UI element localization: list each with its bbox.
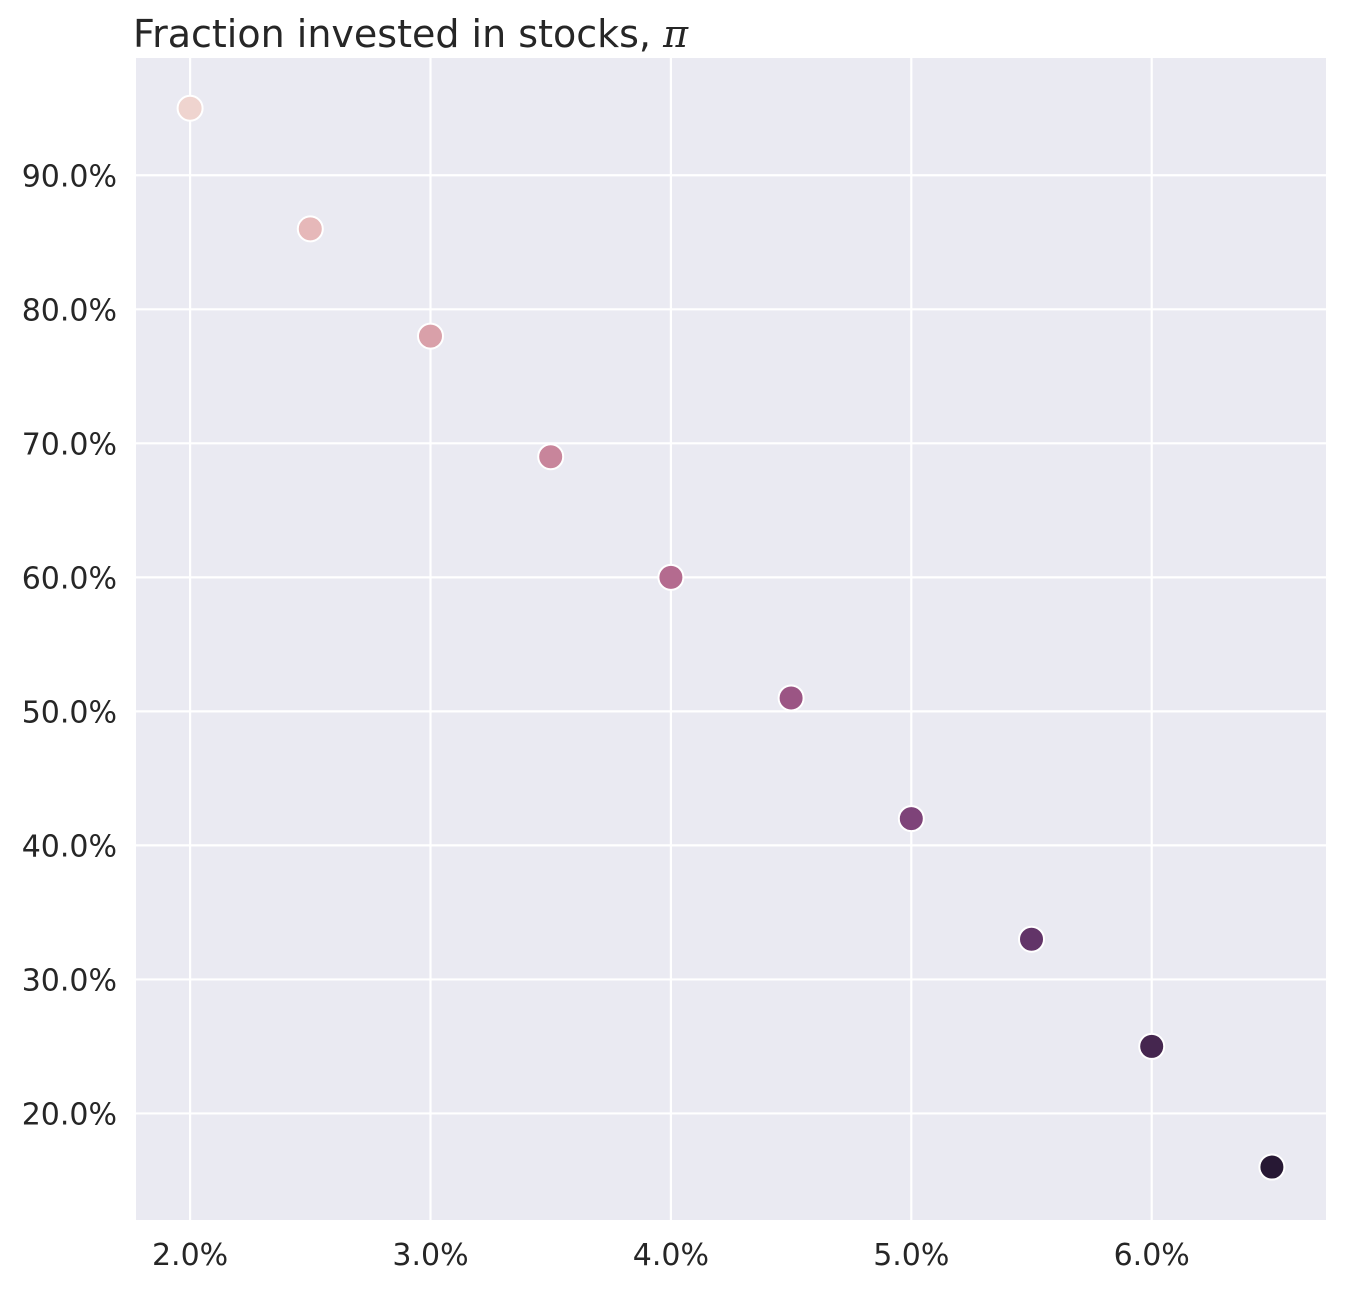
chart-title-text: Fraction invested in stocks, xyxy=(133,12,651,56)
data-points xyxy=(176,94,1286,1181)
data-point xyxy=(1258,1153,1286,1181)
y-tick-label: 70.0% xyxy=(22,427,117,462)
y-axis: 20.0% 30.0% 40.0% 50.0% 60.0% 70.0% 80.0% 90.0% xyxy=(22,159,117,1132)
grid xyxy=(136,58,1326,1220)
x-tick-label: 3.0% xyxy=(392,1238,468,1273)
x-tick-label: 2.0% xyxy=(152,1238,228,1273)
data-point xyxy=(176,94,204,122)
data-point xyxy=(1018,925,1046,953)
plot-area xyxy=(136,58,1326,1220)
data-point xyxy=(537,443,565,471)
data-point xyxy=(416,322,444,350)
x-tick-label: 6.0% xyxy=(1114,1238,1190,1273)
data-point xyxy=(777,684,805,712)
chart-title: Fraction invested in stocks, π xyxy=(133,12,688,56)
data-point xyxy=(1138,1032,1166,1060)
y-tick-label: 30.0% xyxy=(22,963,117,998)
y-tick-label: 40.0% xyxy=(22,829,117,864)
x-axis: 2.0% 3.0% 4.0% 5.0% 6.0% xyxy=(152,1238,1190,1273)
y-tick-label: 20.0% xyxy=(22,1097,117,1132)
y-tick-label: 50.0% xyxy=(22,695,117,730)
data-point xyxy=(897,805,925,833)
x-tick-label: 4.0% xyxy=(633,1238,709,1273)
y-tick-label: 60.0% xyxy=(22,561,117,596)
y-tick-label: 80.0% xyxy=(22,293,117,328)
chart-title-symbol: π xyxy=(663,12,689,56)
y-tick-label: 90.0% xyxy=(22,159,117,194)
x-tick-label: 5.0% xyxy=(873,1238,949,1273)
data-point xyxy=(296,215,324,243)
data-point xyxy=(657,563,685,591)
